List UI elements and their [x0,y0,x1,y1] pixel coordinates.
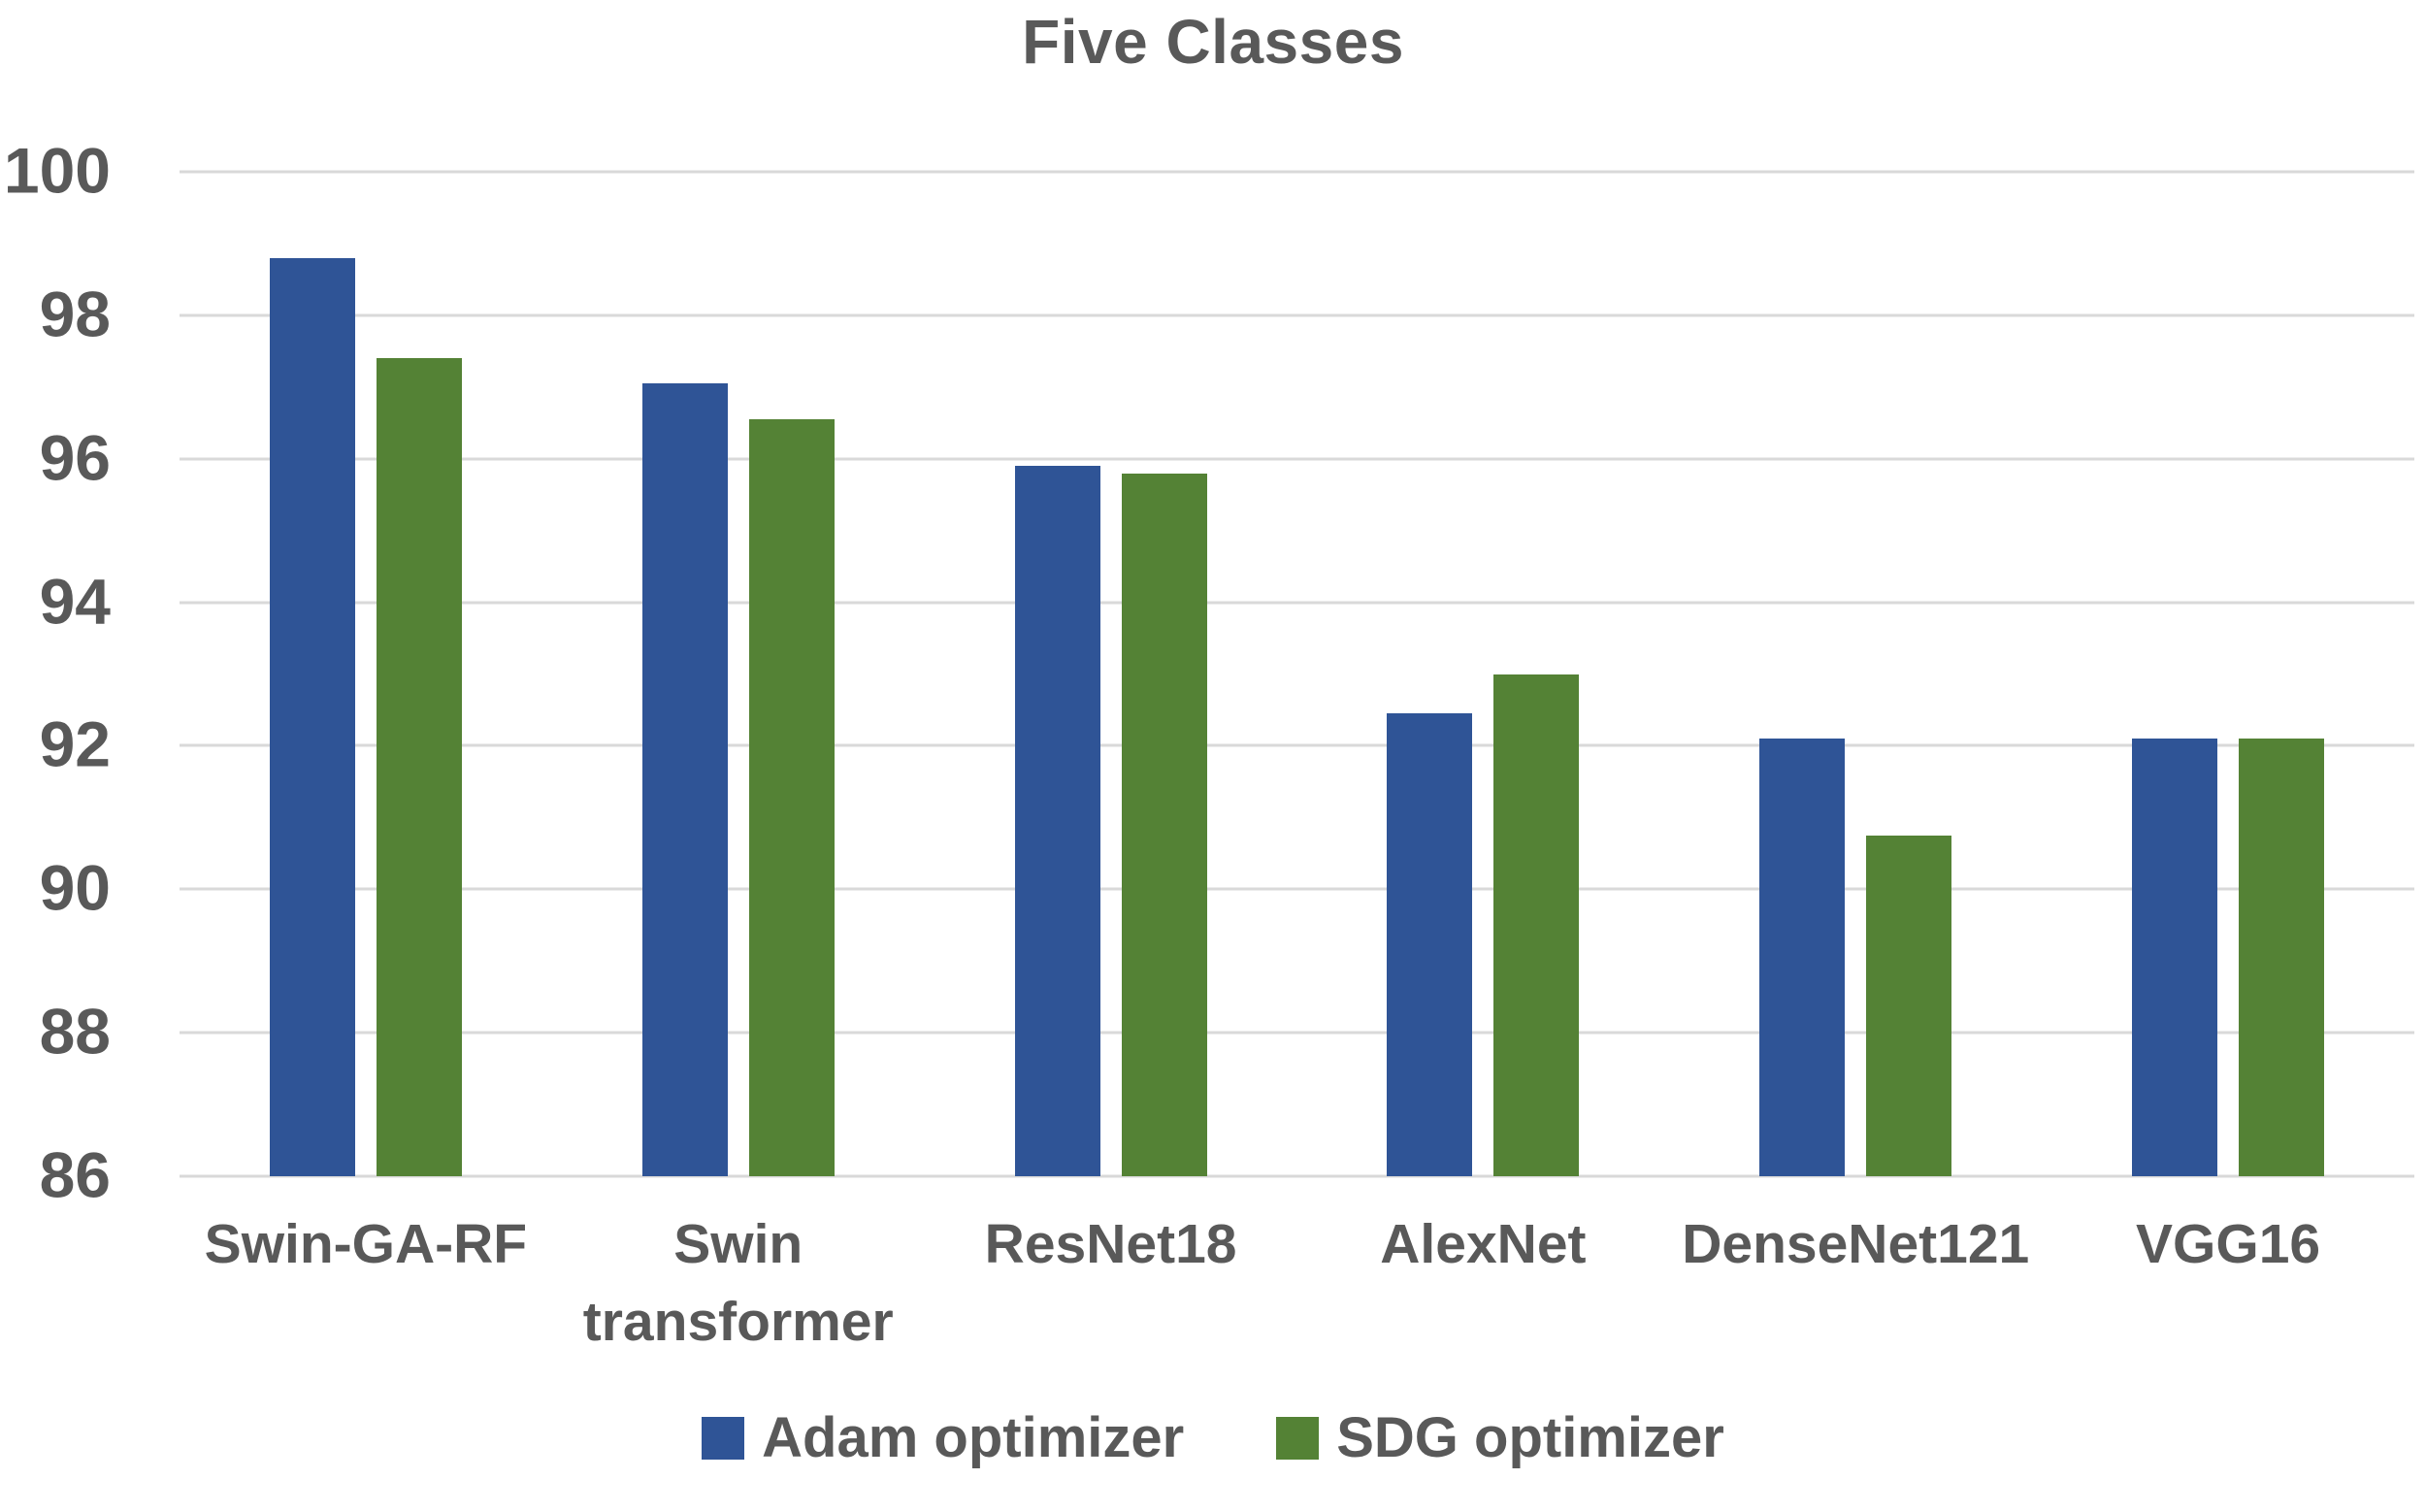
y-axis-tick-label: 98 [39,278,111,350]
bar-sdg-optimizer-swin-ga-rf [376,358,462,1176]
x-category-label: ResNet18 [984,1213,1237,1275]
legend-swatch-icon [702,1416,745,1460]
x-category-label: AlexNet [1380,1213,1587,1275]
bar-sdg-optimizer-vgg16 [2239,739,2325,1176]
bar-adam-optimizer-alexnet [1387,713,1473,1176]
bar-sdg-optimizer-alexnet [1493,674,1580,1176]
bar-adam-optimizer-resnet18 [1014,466,1100,1176]
bar-sdg-optimizer-resnet18 [1121,473,1207,1176]
y-axis-tick-label: 94 [39,565,111,638]
legend-label: Adam optimizer [762,1406,1185,1469]
y-axis-tick-label: 90 [39,851,111,924]
bar-group-vgg16 [2042,172,2414,1176]
gridline [180,170,2414,174]
bar-group-alexnet [1296,172,1669,1176]
x-category-label: Swin-GA-RF [204,1213,528,1275]
gridline [180,1031,2414,1035]
bar-sdg-optimizer-swin-transformer [748,419,835,1176]
legend: Adam optimizer SDG optimizer [0,1405,2426,1470]
y-axis: 86 88 90 92 94 96 98 100 [0,134,128,1210]
bar-adam-optimizer-densenet121 [1759,739,1846,1176]
y-axis-tick-label: 96 [39,421,111,494]
legend-item-adam-optimizer: Adam optimizer [702,1405,1184,1470]
bar-groups [180,172,2414,1176]
x-category-label: DenseNet121 [1682,1213,2030,1275]
gridline [180,601,2414,605]
gridline [180,1174,2414,1178]
gridline [180,313,2414,317]
bar-group-swin-ga-rf [180,172,552,1176]
y-axis-tick-label: 86 [39,1138,111,1211]
gridline [180,457,2414,461]
gridline [180,887,2414,891]
gridline [180,743,2414,747]
y-axis-tick-label: 92 [39,707,111,780]
x-axis: Swin-GA-RF Swin transformer ResNet18 AlexNe… [180,1206,2414,1362]
y-axis-tick-label: 100 [3,134,111,207]
bar-group-densenet121 [1669,172,2042,1176]
y-axis-tick-label: 88 [39,995,111,1068]
x-category-label: Swin transformer [582,1213,894,1353]
bar-adam-optimizer-swin-ga-rf [269,257,355,1176]
legend-label: SDG optimizer [1336,1406,1724,1469]
bar-adam-optimizer-vgg16 [2132,739,2218,1176]
bar-group-swin-transformer [552,172,925,1176]
x-category-label: VGG16 [2136,1213,2321,1275]
plot-area [180,170,2414,1178]
bar-sdg-optimizer-densenet121 [1866,835,1952,1176]
bar-adam-optimizer-swin-transformer [641,383,728,1176]
chart-title: Five Classes [1022,7,1404,77]
legend-item-sdg-optimizer: SDG optimizer [1276,1405,1724,1470]
legend-swatch-icon [1276,1416,1320,1460]
bar-group-resnet18 [925,172,1297,1176]
